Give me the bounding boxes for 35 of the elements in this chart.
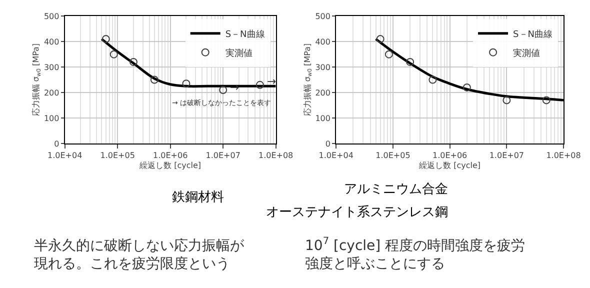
x-tick-label: 1.0E+06 xyxy=(152,151,188,160)
x-tick-label: 1.0E+05 xyxy=(100,151,135,160)
text: 鉄鋼材料 xyxy=(172,190,224,205)
x-tick-label: 1.0E+06 xyxy=(432,151,468,160)
x-tick-label: 1.0E+07 xyxy=(489,151,524,160)
y-tick-label: 300 xyxy=(315,62,330,72)
legend-label: 実測値 xyxy=(225,48,252,59)
text: オーステナイト系ステンレス鋼 xyxy=(266,205,448,220)
y-tick-label: 100 xyxy=(44,114,60,123)
y-tick-label: 400 xyxy=(44,37,60,46)
text: 10$^{7}$ [cycle] 程度の時間強度を疲労強度と呼ぶことにする xyxy=(305,236,526,272)
y-tick-label: 200 xyxy=(315,88,330,98)
y-tick-label: 0 xyxy=(325,139,330,148)
legend-label: S－N曲線 xyxy=(225,28,265,40)
y-tick-label: 500 xyxy=(44,12,60,21)
x-tick-label: 1.0E+08 xyxy=(546,151,581,160)
y-tick-label: 400 xyxy=(315,37,330,46)
y-tick-label: 0 xyxy=(54,139,60,148)
x-axis-title: 繰返し数 [cycle] xyxy=(418,161,481,170)
x-tick-label: 1.0E+04 xyxy=(318,151,354,160)
y-tick-label: 200 xyxy=(44,88,60,98)
x-tick-label: 1.0E+04 xyxy=(48,151,82,160)
legend-label: S－N曲線 xyxy=(513,28,552,40)
y-tick-label: 100 xyxy=(315,114,330,123)
x-tick-label: 1.0E+08 xyxy=(258,151,294,160)
x-axis-title: 繰返し数 [cycle] xyxy=(138,161,202,170)
annotation: → xyxy=(267,75,276,88)
text: 半永久的に破断しない応力振幅が現れる。これを疲労限度という xyxy=(34,238,245,272)
legend-label: 実測値 xyxy=(513,48,540,59)
annotation: → xyxy=(230,81,240,94)
text: アルミニウム合金 xyxy=(344,182,448,197)
x-tick-label: 1.0E+05 xyxy=(376,151,410,160)
x-tick-label: 1.0E+07 xyxy=(206,151,240,160)
y-tick-label: 500 xyxy=(315,12,330,21)
y-tick-label: 300 xyxy=(44,62,60,72)
